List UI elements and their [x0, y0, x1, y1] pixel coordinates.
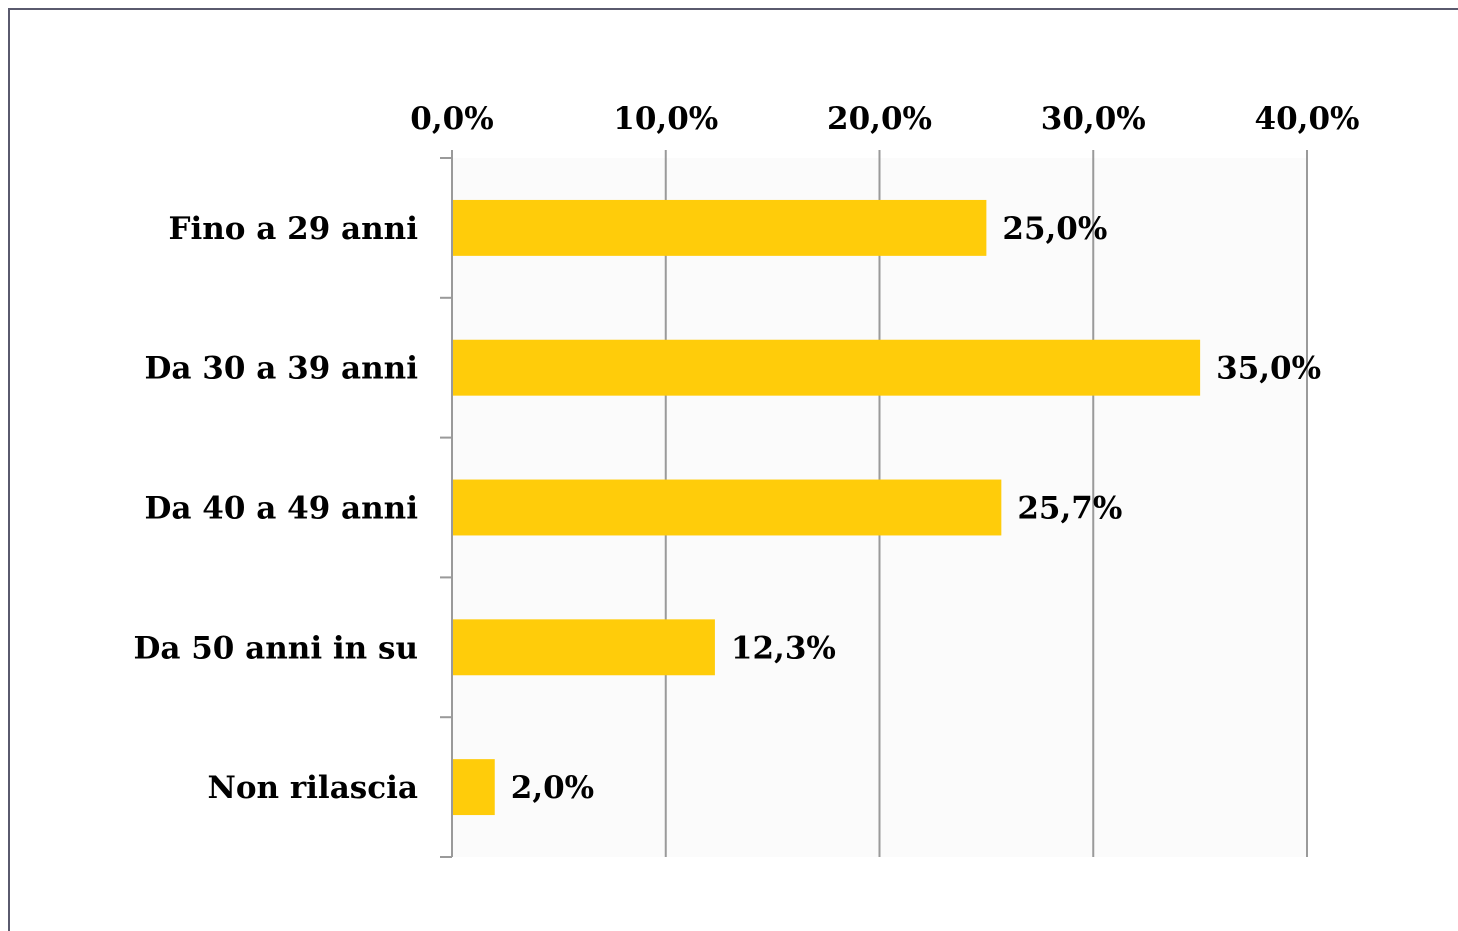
data-label: 25,0%	[1002, 211, 1107, 247]
x-tick-label: 40,0%	[1255, 101, 1360, 137]
bar	[452, 759, 495, 816]
category-label: Fino a 29 anni	[168, 211, 418, 247]
x-tick-label: 20,0%	[827, 101, 932, 137]
data-label: 35,0%	[1216, 351, 1321, 387]
bar	[452, 479, 1002, 536]
category-label: Da 30 a 39 anni	[145, 351, 418, 387]
category-label: Da 50 anni in su	[133, 630, 418, 666]
bar	[452, 339, 1201, 396]
data-label: 2,0%	[511, 770, 594, 806]
x-tick-label: 10,0%	[613, 101, 718, 137]
bar	[452, 619, 715, 676]
data-label: 12,3%	[731, 630, 836, 666]
data-label: 25,7%	[1017, 491, 1122, 527]
x-tick-label: 0,0%	[410, 101, 493, 137]
x-tick-label: 30,0%	[1041, 101, 1146, 137]
bar	[452, 199, 987, 256]
category-label: Non rilascia	[207, 770, 418, 806]
category-label: Da 40 a 49 anni	[145, 491, 418, 527]
